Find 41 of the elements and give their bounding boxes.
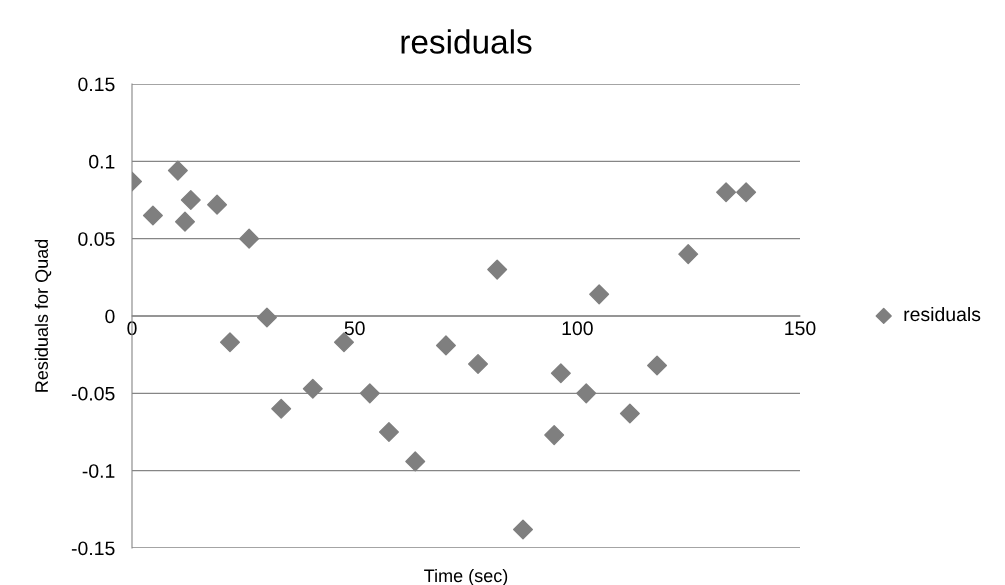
x-axis-title: Time (sec)	[424, 568, 508, 585]
point	[487, 259, 508, 280]
point	[180, 189, 201, 211]
point	[271, 398, 292, 419]
y-tick-label: -0.1	[82, 464, 115, 478]
point	[167, 160, 188, 181]
point	[256, 307, 277, 328]
point	[736, 182, 757, 203]
y-axis-title: Residuals for Quad	[34, 239, 52, 392]
x-tick-label: 150	[785, 321, 816, 336]
legend-label: residuals	[904, 306, 981, 322]
y-tick-label: 0	[105, 309, 115, 324]
point	[405, 451, 426, 472]
x-tick-label: 50	[344, 321, 365, 336]
y-tick-label: 0.05	[78, 232, 115, 246]
point	[239, 228, 260, 249]
point	[468, 353, 489, 374]
point	[550, 363, 571, 384]
point	[378, 421, 399, 443]
point	[302, 378, 323, 399]
chart-title: residuals	[401, 29, 532, 54]
point	[174, 211, 196, 232]
point	[207, 194, 228, 215]
y-tick-label: -0.05	[71, 386, 115, 401]
point	[435, 335, 456, 356]
point	[359, 383, 380, 404]
point	[619, 403, 640, 424]
x-tick-label: 0	[127, 321, 137, 336]
point	[512, 519, 534, 540]
point	[544, 425, 565, 446]
y-tick-label: 0.1	[89, 154, 115, 169]
point	[142, 205, 163, 226]
point	[589, 284, 610, 305]
point	[647, 355, 668, 376]
y-tick-label: -0.15	[71, 541, 115, 556]
x-tick-label: 100	[562, 321, 593, 336]
y-tick-label: 0.15	[78, 77, 115, 92]
point	[576, 383, 597, 404]
point	[219, 332, 240, 353]
point	[678, 244, 699, 265]
point	[716, 182, 737, 203]
